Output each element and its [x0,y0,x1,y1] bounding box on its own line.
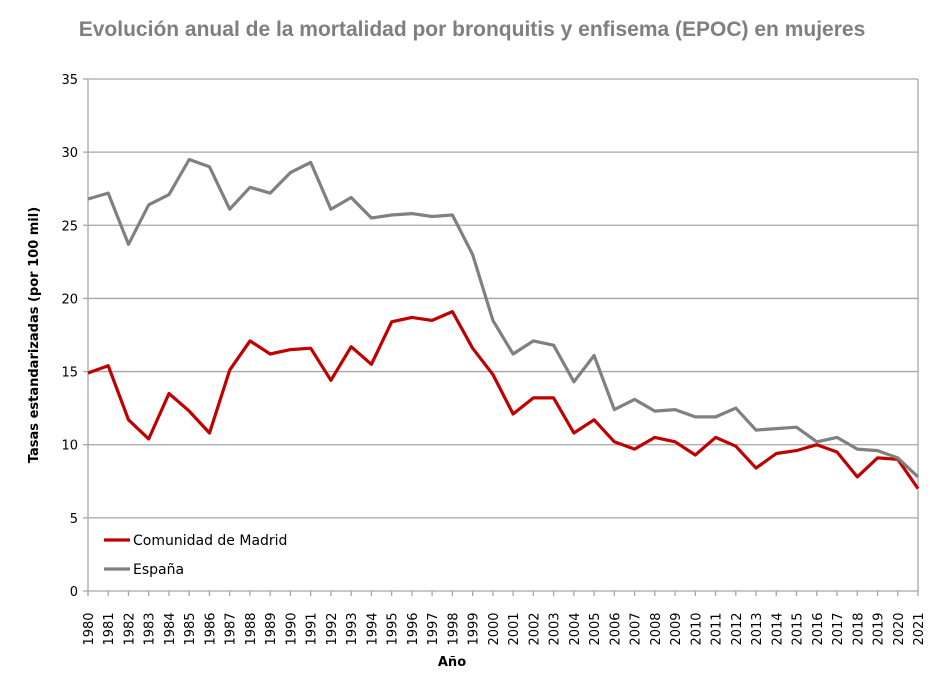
x-tick-label: 2020 [892,612,907,645]
x-tick-label: 2007 [629,612,644,645]
x-tick-label: 2010 [689,612,704,645]
x-tick-label: 1996 [406,612,421,645]
x-tick-label: 2000 [487,612,502,645]
x-tick-label: 2001 [507,612,522,645]
y-tick-label: 5 [70,512,78,527]
x-tick-label: 1987 [224,612,239,645]
x-tick-label: 1993 [345,612,360,645]
x-tick-label: 1984 [163,612,178,645]
legend-label: Comunidad de Madrid [133,533,287,549]
series-line-espana [87,157,920,479]
x-tick-label: 1980 [82,612,97,645]
x-tick-label: 2005 [588,612,603,645]
chart-title: Evolución anual de la mortalidad por bro… [79,18,866,41]
x-tick-label: 2017 [831,612,846,645]
y-tick-label: 35 [61,73,78,88]
x-tick-label: 1982 [122,612,137,645]
y-tick-label: 25 [61,219,78,234]
y-tick-label: 30 [61,146,78,161]
y-tick-label: 10 [61,439,78,454]
x-tick-label: 2003 [548,612,563,645]
x-tick-label: 2018 [851,612,866,645]
series-line-madrid [87,310,920,490]
x-tick-label: 2004 [568,612,583,645]
x-tick-label: 2021 [912,612,927,645]
x-tick-label: 2015 [791,612,806,645]
x-tick-label: 1994 [365,612,380,645]
x-tick-label: 2013 [750,612,765,645]
x-tick-label: 1986 [203,612,218,645]
x-tick-label: 2011 [710,612,725,645]
x-tick-label: 2012 [730,612,745,645]
x-tick-label: 1997 [426,612,441,645]
legend-label: España [133,562,184,578]
x-tick-label: 2019 [872,612,887,645]
y-tick-label: 15 [61,366,78,381]
x-tick-label: 2006 [608,612,623,645]
legend: Comunidad de Madrid España [104,533,287,578]
x-tick-label: 1983 [143,612,158,645]
y-axis-label: Tasas estandarizadas (por 100 mil) [27,207,42,463]
x-tick-label: 2002 [527,612,542,645]
x-tick-label: 1989 [264,612,279,645]
x-tick-label: 1998 [446,612,461,645]
y-tick-label: 20 [61,292,78,307]
x-tick-label: 1992 [325,612,340,645]
x-tick-label: 1995 [386,612,401,645]
y-tick-label: 0 [70,585,78,600]
x-tick-label: 1985 [183,612,198,645]
x-tick-label: 2008 [649,612,664,645]
x-tick-label: 2014 [770,612,785,645]
x-tick-label: 1990 [284,612,299,645]
x-tick-label: 1981 [102,612,117,645]
x-tick-label: 2016 [811,612,826,645]
x-tick-label: 1999 [467,612,482,645]
x-tick-label: 1991 [305,612,320,645]
x-axis-label: Año [438,655,466,670]
x-tick-label: 2009 [669,612,684,645]
x-tick-label: 1988 [244,612,259,645]
